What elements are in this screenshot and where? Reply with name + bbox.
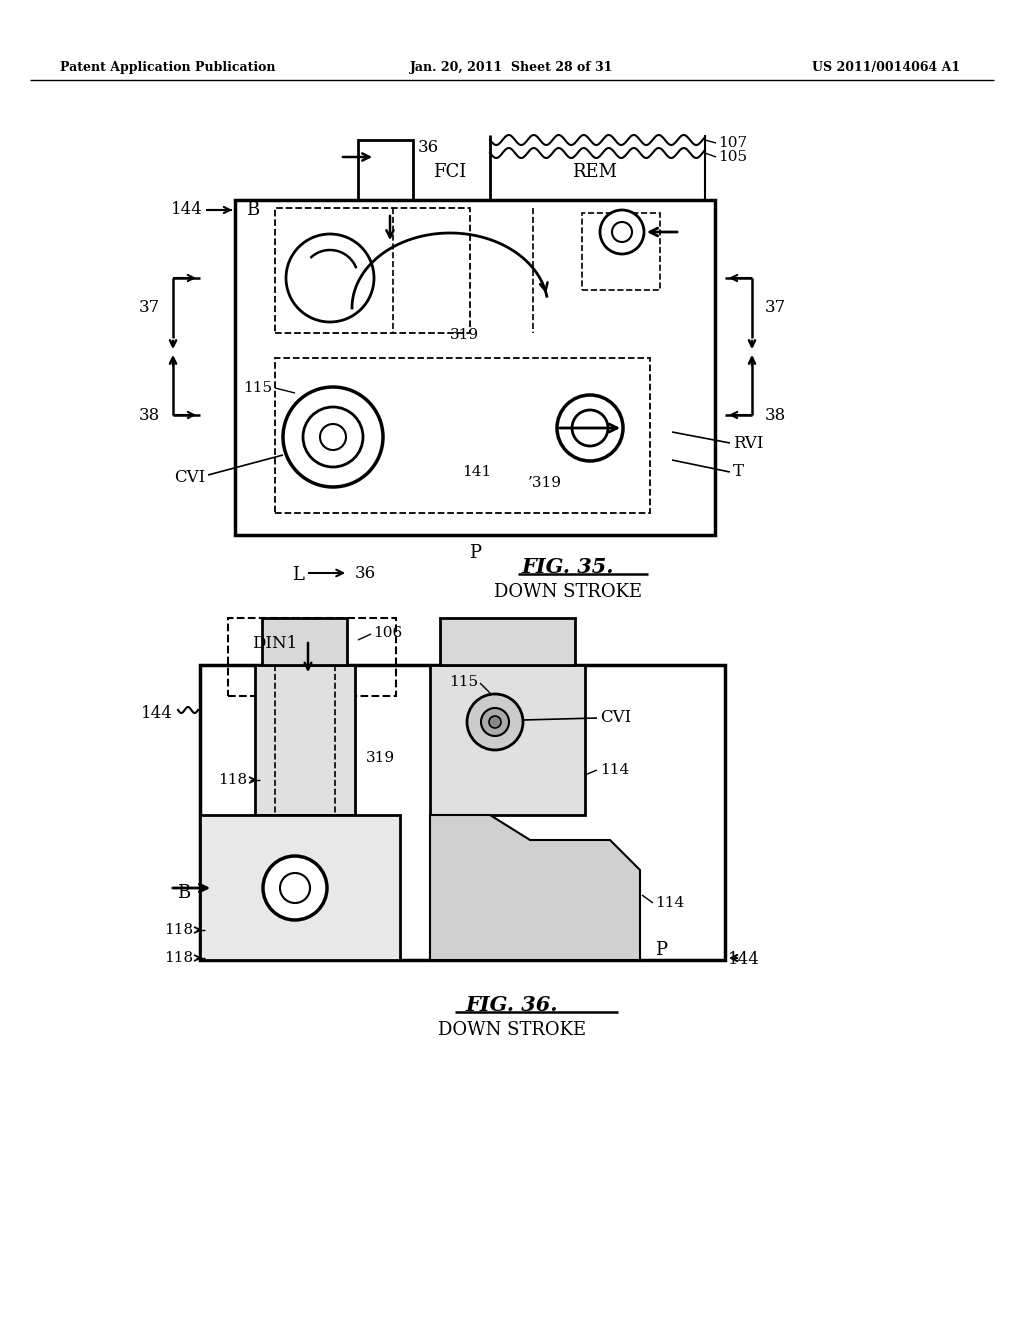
Circle shape xyxy=(600,210,644,253)
Text: L: L xyxy=(292,566,304,583)
Circle shape xyxy=(319,424,346,450)
Text: ’319: ’319 xyxy=(528,477,562,490)
Circle shape xyxy=(467,694,523,750)
Text: 37: 37 xyxy=(138,300,160,317)
Circle shape xyxy=(612,222,632,242)
Text: US 2011/0014064 A1: US 2011/0014064 A1 xyxy=(812,62,961,74)
Bar xyxy=(262,618,347,665)
Text: P: P xyxy=(469,544,481,562)
Text: B: B xyxy=(247,201,260,219)
Circle shape xyxy=(572,411,608,446)
Text: FCI: FCI xyxy=(433,162,467,181)
Circle shape xyxy=(280,873,310,903)
Text: T: T xyxy=(733,463,744,480)
Bar xyxy=(275,209,470,333)
Text: 105: 105 xyxy=(718,150,748,164)
Text: Patent Application Publication: Patent Application Publication xyxy=(60,62,275,74)
Bar xyxy=(582,213,660,290)
Text: 144: 144 xyxy=(728,952,760,969)
Text: 106: 106 xyxy=(373,626,402,640)
Text: 118: 118 xyxy=(218,774,247,787)
Bar xyxy=(358,140,413,201)
Text: RVI: RVI xyxy=(733,434,764,451)
Text: 141: 141 xyxy=(462,465,492,479)
Text: 144: 144 xyxy=(141,705,173,722)
Bar xyxy=(440,618,575,665)
Circle shape xyxy=(283,387,383,487)
Polygon shape xyxy=(430,814,640,960)
Text: DIN1: DIN1 xyxy=(252,635,298,652)
Text: FIG. 35.: FIG. 35. xyxy=(522,557,614,577)
Circle shape xyxy=(489,715,501,729)
Bar xyxy=(275,358,650,513)
Bar xyxy=(430,665,585,814)
Circle shape xyxy=(557,395,623,461)
Text: REM: REM xyxy=(572,162,617,181)
Text: 118: 118 xyxy=(164,923,193,937)
Text: 114: 114 xyxy=(600,763,630,777)
Circle shape xyxy=(263,855,327,920)
Text: 144: 144 xyxy=(171,202,203,219)
Circle shape xyxy=(286,234,374,322)
Circle shape xyxy=(481,708,509,737)
Text: 115: 115 xyxy=(243,381,272,395)
Text: CVI: CVI xyxy=(600,710,631,726)
Text: CVI: CVI xyxy=(174,470,205,487)
Bar xyxy=(200,665,725,960)
Text: 319: 319 xyxy=(450,327,479,342)
Text: 36: 36 xyxy=(355,565,376,582)
Text: 36: 36 xyxy=(418,139,439,156)
Circle shape xyxy=(303,407,362,467)
Text: 38: 38 xyxy=(765,407,786,424)
Text: P: P xyxy=(655,941,667,960)
Text: 118: 118 xyxy=(164,950,193,965)
Bar xyxy=(255,665,355,814)
Text: 38: 38 xyxy=(138,407,160,424)
Text: 115: 115 xyxy=(449,675,478,689)
Text: DOWN STROKE: DOWN STROKE xyxy=(438,1020,586,1039)
Bar xyxy=(228,618,396,696)
Text: 107: 107 xyxy=(718,136,748,150)
Text: 114: 114 xyxy=(655,896,684,909)
Text: FIG. 36.: FIG. 36. xyxy=(466,995,558,1015)
Text: 319: 319 xyxy=(366,751,394,766)
Text: Jan. 20, 2011  Sheet 28 of 31: Jan. 20, 2011 Sheet 28 of 31 xyxy=(411,62,613,74)
Text: DOWN STROKE: DOWN STROKE xyxy=(494,583,642,601)
Bar xyxy=(200,814,400,960)
Bar xyxy=(234,201,715,535)
Text: B: B xyxy=(177,884,190,902)
Text: 37: 37 xyxy=(765,300,786,317)
